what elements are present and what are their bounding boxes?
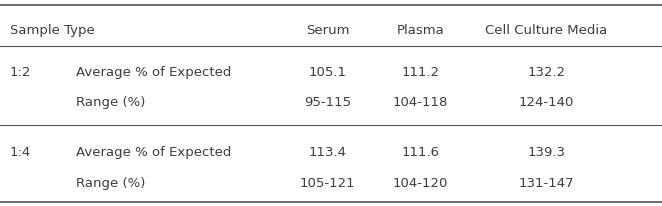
Text: Average % of Expected: Average % of Expected xyxy=(76,145,232,158)
Text: 105-121: 105-121 xyxy=(300,176,355,189)
Text: 139.3: 139.3 xyxy=(527,145,565,158)
Text: 1:2: 1:2 xyxy=(10,66,31,78)
Text: Plasma: Plasma xyxy=(397,23,444,36)
Text: Range (%): Range (%) xyxy=(76,176,146,189)
Text: Sample Type: Sample Type xyxy=(10,23,95,36)
Text: 1:4: 1:4 xyxy=(10,145,31,158)
Text: 124-140: 124-140 xyxy=(518,96,574,108)
Text: 95-115: 95-115 xyxy=(304,96,352,108)
Text: Serum: Serum xyxy=(306,23,350,36)
Text: Cell Culture Media: Cell Culture Media xyxy=(485,23,607,36)
Text: Range (%): Range (%) xyxy=(76,96,146,108)
Text: 105.1: 105.1 xyxy=(308,66,347,78)
Text: 113.4: 113.4 xyxy=(308,145,347,158)
Text: 132.2: 132.2 xyxy=(527,66,565,78)
Text: 111.6: 111.6 xyxy=(401,145,440,158)
Text: 131-147: 131-147 xyxy=(518,176,574,189)
Text: 104-120: 104-120 xyxy=(393,176,448,189)
Text: 111.2: 111.2 xyxy=(401,66,440,78)
Text: Average % of Expected: Average % of Expected xyxy=(76,66,232,78)
Text: 104-118: 104-118 xyxy=(393,96,448,108)
